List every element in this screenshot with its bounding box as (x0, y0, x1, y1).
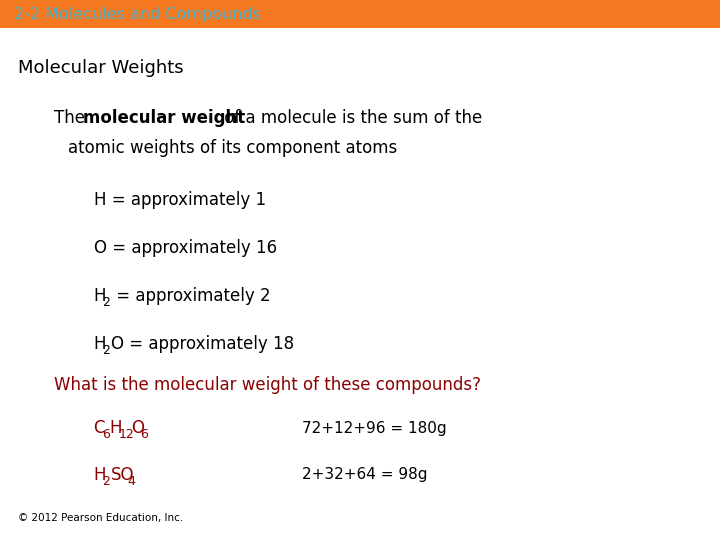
Text: molecular weight: molecular weight (83, 109, 245, 127)
Text: 12: 12 (119, 428, 135, 441)
Text: 6: 6 (103, 428, 110, 441)
Text: The: The (54, 109, 90, 127)
Text: H: H (109, 419, 122, 437)
Text: H: H (94, 466, 106, 484)
Text: H: H (94, 335, 106, 353)
Text: 2: 2 (103, 475, 110, 488)
Text: 6: 6 (140, 428, 148, 441)
Text: O: O (132, 419, 145, 437)
Text: 2-2 Molecules and Compounds: 2-2 Molecules and Compounds (14, 6, 261, 22)
Text: 4: 4 (127, 475, 135, 488)
Text: 2: 2 (103, 296, 110, 309)
Text: O = approximately 18: O = approximately 18 (111, 335, 294, 353)
Text: of a molecule is the sum of the: of a molecule is the sum of the (219, 109, 482, 127)
Text: What is the molecular weight of these compounds?: What is the molecular weight of these co… (54, 376, 481, 394)
Text: C: C (94, 419, 105, 437)
Text: 2+32+64 = 98g: 2+32+64 = 98g (302, 468, 428, 483)
Text: = approximately 2: = approximately 2 (111, 287, 270, 305)
Text: SO: SO (111, 466, 134, 484)
Text: 2: 2 (103, 344, 110, 357)
Text: atomic weights of its component atoms: atomic weights of its component atoms (68, 139, 397, 157)
Text: O = approximately 16: O = approximately 16 (94, 239, 276, 257)
Text: 72+12+96 = 180g: 72+12+96 = 180g (302, 421, 447, 435)
Text: H = approximately 1: H = approximately 1 (94, 191, 266, 209)
Text: © 2012 Pearson Education, Inc.: © 2012 Pearson Education, Inc. (18, 513, 184, 523)
Text: H: H (94, 287, 106, 305)
Text: Molecular Weights: Molecular Weights (18, 59, 184, 77)
